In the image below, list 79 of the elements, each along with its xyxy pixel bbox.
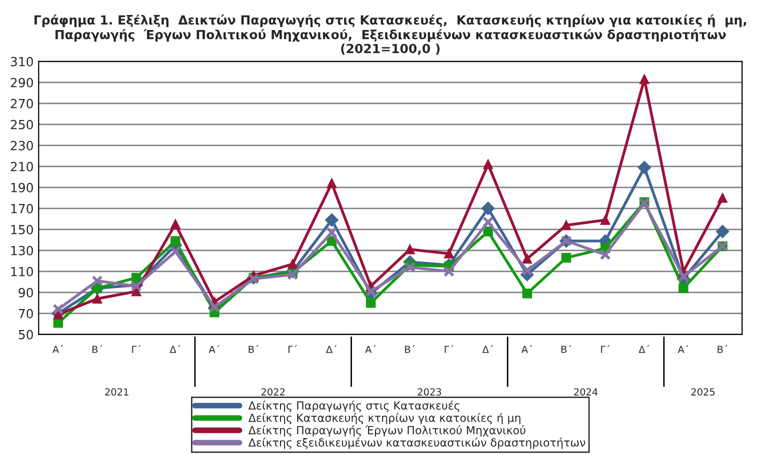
point bbox=[718, 193, 728, 203]
point bbox=[366, 298, 376, 308]
y-tick-label: 150 bbox=[11, 224, 33, 234]
point bbox=[716, 224, 730, 238]
x-tick-label: Α΄ bbox=[52, 345, 64, 353]
point bbox=[405, 244, 415, 254]
y-tick-label: 310 bbox=[10, 56, 33, 66]
y-tick-label: 170 bbox=[11, 204, 33, 214]
point bbox=[561, 220, 572, 230]
point bbox=[678, 283, 688, 294]
point bbox=[443, 266, 455, 277]
point bbox=[53, 310, 64, 320]
point bbox=[325, 213, 338, 227]
y-tick-label: 190 bbox=[11, 182, 33, 192]
point bbox=[326, 178, 337, 188]
point bbox=[561, 252, 572, 263]
point bbox=[170, 236, 180, 246]
point bbox=[365, 286, 376, 297]
point bbox=[92, 294, 102, 304]
point bbox=[288, 259, 298, 269]
y-tick-label: 110 bbox=[11, 266, 33, 276]
y-tick-label: 130 bbox=[11, 246, 33, 256]
point bbox=[640, 74, 650, 84]
point bbox=[208, 302, 220, 313]
x-tick-label: Β΄ bbox=[248, 345, 259, 353]
point bbox=[483, 226, 493, 236]
y-tick-label: 270 bbox=[10, 98, 33, 108]
y-tick-label: 90 bbox=[18, 288, 33, 298]
x-tick-label: Δ΄ bbox=[482, 345, 493, 353]
text: 2023 bbox=[418, 388, 442, 396]
x-tick-label: Γ΄ bbox=[444, 345, 454, 353]
chart-title: Γράφημα 1. Εξέλιξη Δεικτών Παραγωγής στις Κατασκευές, Κατασκευής κτηρίων για κατοικίες ή μη, Παραγωγής Έργων Πολιτικού Μηχανικού, Εξειδικευμένων κατασκευαστικών δραστηριοτήτων (2021=100,0 ) bbox=[34, 14, 746, 55]
point bbox=[404, 262, 416, 273]
point bbox=[92, 275, 103, 286]
y-tick-label: 50 bbox=[18, 330, 33, 340]
x-tick-label: Γ΄ bbox=[132, 345, 141, 353]
x-tick-label: Δ΄ bbox=[326, 345, 337, 353]
x-tick-label: Δ΄ bbox=[170, 345, 180, 353]
y-tick-label: 250 bbox=[10, 120, 33, 130]
x-tick-label: Γ΄ bbox=[601, 345, 610, 353]
point bbox=[481, 202, 495, 216]
point bbox=[678, 271, 690, 282]
legend-label: Δείκτης Παραγωγής στις Κατασκευές bbox=[248, 400, 460, 412]
legend-label: Δείκτης Παραγωγής Έργων Πολιτικού Μηχανικού bbox=[248, 425, 526, 437]
text: 2025 bbox=[691, 388, 715, 396]
x-tick-label: Β΄ bbox=[405, 345, 415, 353]
legend-label: Δείκτης Κατασκευής κτηρίων για κατοικίες ή μη bbox=[248, 412, 520, 424]
point bbox=[600, 249, 611, 260]
x-tick-label: Α΄ bbox=[521, 345, 532, 353]
x-tick-label: Γ΄ bbox=[288, 345, 297, 353]
point bbox=[638, 160, 651, 174]
y-tick-label: 230 bbox=[10, 140, 33, 150]
point bbox=[444, 248, 454, 258]
x-tick-label: Δ΄ bbox=[638, 345, 650, 353]
x-tick-label: Α΄ bbox=[678, 345, 688, 353]
y-tick-label: 210 bbox=[10, 162, 33, 172]
point bbox=[130, 280, 142, 292]
point bbox=[522, 254, 532, 264]
point bbox=[170, 219, 180, 230]
y-tick-label: 70 bbox=[18, 308, 33, 318]
text: 2021 bbox=[105, 388, 128, 396]
text: 2022 bbox=[261, 388, 285, 396]
x-tick-label: Β΄ bbox=[718, 345, 728, 353]
point bbox=[170, 246, 181, 258]
x-tick-label: Α΄ bbox=[208, 345, 220, 353]
x-tick-label: Β΄ bbox=[561, 345, 572, 353]
point bbox=[326, 227, 338, 238]
point bbox=[52, 304, 64, 315]
point bbox=[600, 215, 610, 225]
point bbox=[483, 159, 493, 170]
x-tick-label: Α΄ bbox=[365, 345, 376, 353]
text: 2024 bbox=[574, 388, 598, 396]
point bbox=[522, 288, 532, 298]
x-tick-label: Β΄ bbox=[92, 345, 102, 353]
legend-label: Δείκτης εξειδικευμένων κατασκευαστικών δραστηριοτήτων bbox=[248, 438, 586, 449]
y-tick-label: 290 bbox=[10, 78, 33, 88]
point bbox=[522, 264, 533, 276]
point bbox=[287, 269, 298, 280]
point bbox=[131, 272, 142, 283]
